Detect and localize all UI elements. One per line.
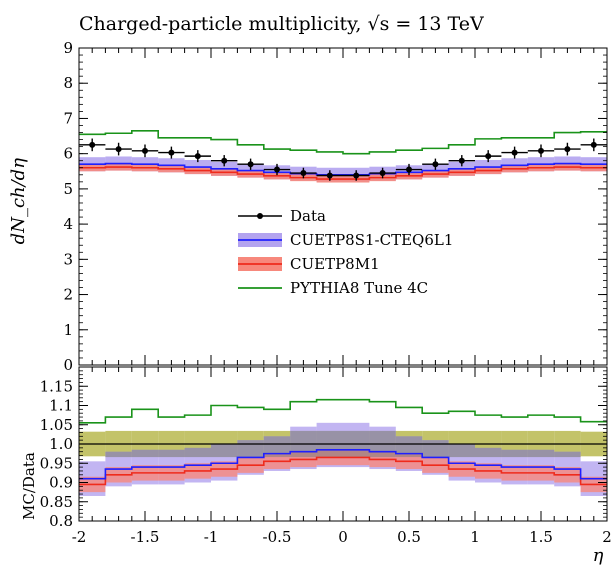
legend-label: Data xyxy=(290,207,326,225)
legend-item-cuetp8m1: CUETP8M1 xyxy=(238,255,380,273)
data-point xyxy=(221,157,228,164)
legend-label: CUETP8M1 xyxy=(290,255,380,273)
legend-label: CUETP8S1-CTEQ6L1 xyxy=(290,231,453,249)
overlap-band-bin xyxy=(422,440,449,458)
data-point xyxy=(115,146,122,153)
y-tick-label: 9 xyxy=(63,39,73,57)
data-point xyxy=(564,146,571,153)
y-tick-label: 1 xyxy=(63,321,73,339)
data-point xyxy=(511,149,518,156)
y-tick-label: 0.8 xyxy=(49,512,73,530)
data-point xyxy=(89,141,96,148)
top-frame xyxy=(78,47,608,366)
overlap-band-bin xyxy=(211,444,238,458)
y-tick-label: 1.15 xyxy=(40,377,73,395)
data-point xyxy=(458,157,465,164)
y-tick-label: 1.1 xyxy=(49,397,73,415)
legend-item-data: Data xyxy=(238,207,326,225)
x-tick-label: -1.5 xyxy=(131,528,160,546)
pythia-line xyxy=(79,398,607,424)
y-tick-label: 1.05 xyxy=(40,416,73,434)
data-point xyxy=(300,170,307,177)
data-point xyxy=(406,166,412,173)
x-tick-label: 0 xyxy=(338,528,348,546)
overlap-band-bin xyxy=(395,436,423,458)
x-tick-label: -0.5 xyxy=(263,528,292,546)
pythia-line xyxy=(79,129,607,155)
data-point xyxy=(538,147,544,154)
y-tick-label: 8 xyxy=(63,74,73,92)
y-tick-label: 5 xyxy=(63,180,73,198)
x-tick-label: 0.5 xyxy=(397,528,421,546)
data-point xyxy=(142,147,148,154)
legend-label: PYTHIA8 Tune 4C xyxy=(290,279,428,297)
y-tick-label: 0.95 xyxy=(40,454,73,472)
data-point xyxy=(274,166,280,173)
cuetp8m1-line xyxy=(79,456,607,486)
overlap-band-bin xyxy=(105,451,132,458)
overlap-band-bin xyxy=(158,449,185,458)
top-y-axis-label: dN_ch/dη xyxy=(8,158,29,245)
overlap-band-bin xyxy=(131,449,159,458)
data-point xyxy=(485,153,492,160)
bottom-panel: 0.80.850.9 0.951.01.051.1 1.15 -2 -1.5 -1 -0.5… xyxy=(40,366,612,546)
bottom-y-axis-label: MC/Data xyxy=(20,452,38,520)
y-tick-label: 0.9 xyxy=(49,474,73,492)
data-point xyxy=(168,149,175,156)
overlap-band-bin xyxy=(263,436,291,458)
overlap-band-bin xyxy=(527,449,555,458)
y-tick-label: 3 xyxy=(63,250,73,268)
data-point xyxy=(353,172,360,179)
y-tick-label: 0 xyxy=(63,356,73,374)
legend-item-pythia: PYTHIA8 Tune 4C xyxy=(238,279,428,297)
data-point xyxy=(194,153,201,160)
overlap-band-bin xyxy=(237,440,264,458)
x-tick-label: 1 xyxy=(470,528,480,546)
legend: Data CUETP8S1-CTEQ6L1 CUETP8M1 PYTHIA8 Tune… xyxy=(238,207,453,297)
data-point xyxy=(432,161,439,168)
y-tick-label: 0.85 xyxy=(40,493,73,511)
overlap-band-bin xyxy=(475,447,502,458)
cuetp8s1-line xyxy=(79,448,607,480)
data-point xyxy=(247,161,254,168)
title-prefix: Charged-particle multiplicity, xyxy=(79,13,367,35)
y-tick-label: 1.0 xyxy=(49,435,73,453)
plot-title: Charged-particle multiplicity, √s = 13 T… xyxy=(79,13,484,35)
overlap-band-bin xyxy=(501,449,528,458)
overlap-band-bin xyxy=(554,451,581,458)
x-axis-label: η xyxy=(593,545,604,566)
y-tick-label: 7 xyxy=(63,109,73,127)
title-suffix: = 13 TeV xyxy=(389,13,484,35)
cuetp8s1-line xyxy=(79,162,607,176)
title-root-symbol: √s xyxy=(367,13,389,35)
bottom-plot-area xyxy=(79,398,607,496)
x-tick-label: 2 xyxy=(602,528,612,546)
legend-item-cuetp8s1: CUETP8S1-CTEQ6L1 xyxy=(238,231,453,249)
y-tick-label: 2 xyxy=(63,286,73,304)
y-tick-label: 4 xyxy=(63,215,73,233)
top-plot-area xyxy=(79,129,607,183)
x-tick-label: 1.5 xyxy=(529,528,553,546)
overlap-band-bin xyxy=(184,447,211,458)
cuetp8m1-line xyxy=(79,166,607,180)
data-point xyxy=(379,170,386,177)
x-tick-label: -2 xyxy=(72,528,87,546)
y-tick-label: 6 xyxy=(63,145,73,163)
top-panel: 0 1 2 3 4 5 6 7 8 9 xyxy=(63,39,608,374)
data-point xyxy=(590,141,597,148)
x-tick-label: -1 xyxy=(204,528,219,546)
data-point xyxy=(326,172,333,179)
overlap-band-bin xyxy=(448,444,475,458)
legend-marker xyxy=(257,213,263,219)
